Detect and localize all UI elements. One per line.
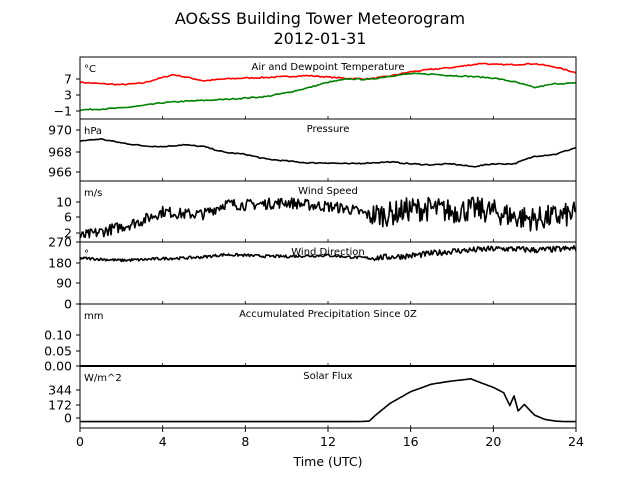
xtick-label-16: 16 [403, 434, 419, 449]
panels: −137 Air and Dewpoint Temperature °C 966 968… [44, 56, 577, 429]
panel-4-ytick-label-4: 270 [48, 235, 72, 250]
panel-2-ytick-label-2: 968 [48, 145, 72, 160]
panel-5-ytick-label-1: 0.00 [44, 359, 72, 374]
panel-2-series-1 [79, 138, 577, 168]
panel-3-ytick-label-2: 6 [64, 210, 72, 225]
panel-1-series-2 [79, 72, 577, 112]
panel-2: 966 968 970 Pressure hPa [48, 118, 577, 182]
panel-4: 0 90 180 270 Wind Direction ° [48, 235, 577, 312]
panel-3-ytick-label-1: 2 [64, 226, 72, 241]
panel-2-title: Pressure [307, 124, 350, 135]
panel-1-ytick-label-2: 3 [64, 88, 72, 103]
panel-6-series-1 [80, 377, 576, 423]
panel-1-series-1 [79, 62, 577, 86]
xtick-label-8: 8 [241, 434, 249, 449]
panel-5-title: Accumulated Precipitation Since 0Z [239, 309, 417, 320]
panel-1-title: Air and Dewpoint Temperature [252, 62, 405, 73]
xtick-label-24: 24 [568, 434, 584, 449]
panel-1-ytick-label-1: −1 [54, 104, 72, 119]
panel-4-unit: ° [84, 249, 89, 260]
chart-subtitle: 2012-01-31 [274, 29, 367, 48]
panel-2-ytick-label-1: 966 [48, 165, 72, 180]
chart-title: AO&SS Building Tower Meteorogram [175, 9, 465, 28]
xtick-label-12: 12 [320, 434, 336, 449]
panel-1-unit: °C [84, 64, 96, 75]
panel-1-ytick-label-3: 7 [64, 72, 72, 87]
panel-4-title: Wind Direction [291, 247, 365, 258]
panel-3-series-1 [79, 196, 577, 239]
panel-6-ytick-label-2: 172 [48, 398, 72, 413]
panel-6-ytick-label-1: 0 [64, 411, 72, 426]
x-axis: 0 4 8 12 16 20 24 [76, 428, 584, 449]
panel-6-unit: W/m^2 [84, 373, 122, 384]
panel-1: −137 Air and Dewpoint Temperature °C [54, 56, 577, 120]
panel-6-ytick-label-3: 344 [48, 383, 72, 398]
panel-4-ytick-label-2: 90 [56, 276, 72, 291]
panel-3-title: Wind Speed [298, 186, 358, 197]
xtick-label-0: 0 [76, 434, 84, 449]
panel-5: 0.000.050.10 Accumulated Precipitation Si… [44, 303, 577, 374]
panel-4-series-1 [79, 245, 577, 263]
panel-2-unit: hPa [84, 126, 102, 137]
panel-3-ytick-label-3: 10 [56, 195, 72, 210]
panel-3-unit: m/s [84, 188, 102, 199]
panel-5-ytick-label-3: 0.10 [44, 328, 72, 343]
panel-4-ytick-label-3: 180 [48, 256, 72, 271]
panel-6-title: Solar Flux [303, 371, 353, 382]
panel-4-ytick-label-1: 0 [64, 297, 72, 312]
xtick-label-20: 20 [485, 434, 501, 449]
panel-5-unit: mm [84, 311, 103, 322]
panel-5-ytick-label-2: 0.05 [44, 344, 72, 359]
x-axis-label: Time (UTC) [292, 454, 362, 469]
xtick-label-4: 4 [159, 434, 167, 449]
panel-2-ytick-label-3: 970 [48, 123, 72, 138]
